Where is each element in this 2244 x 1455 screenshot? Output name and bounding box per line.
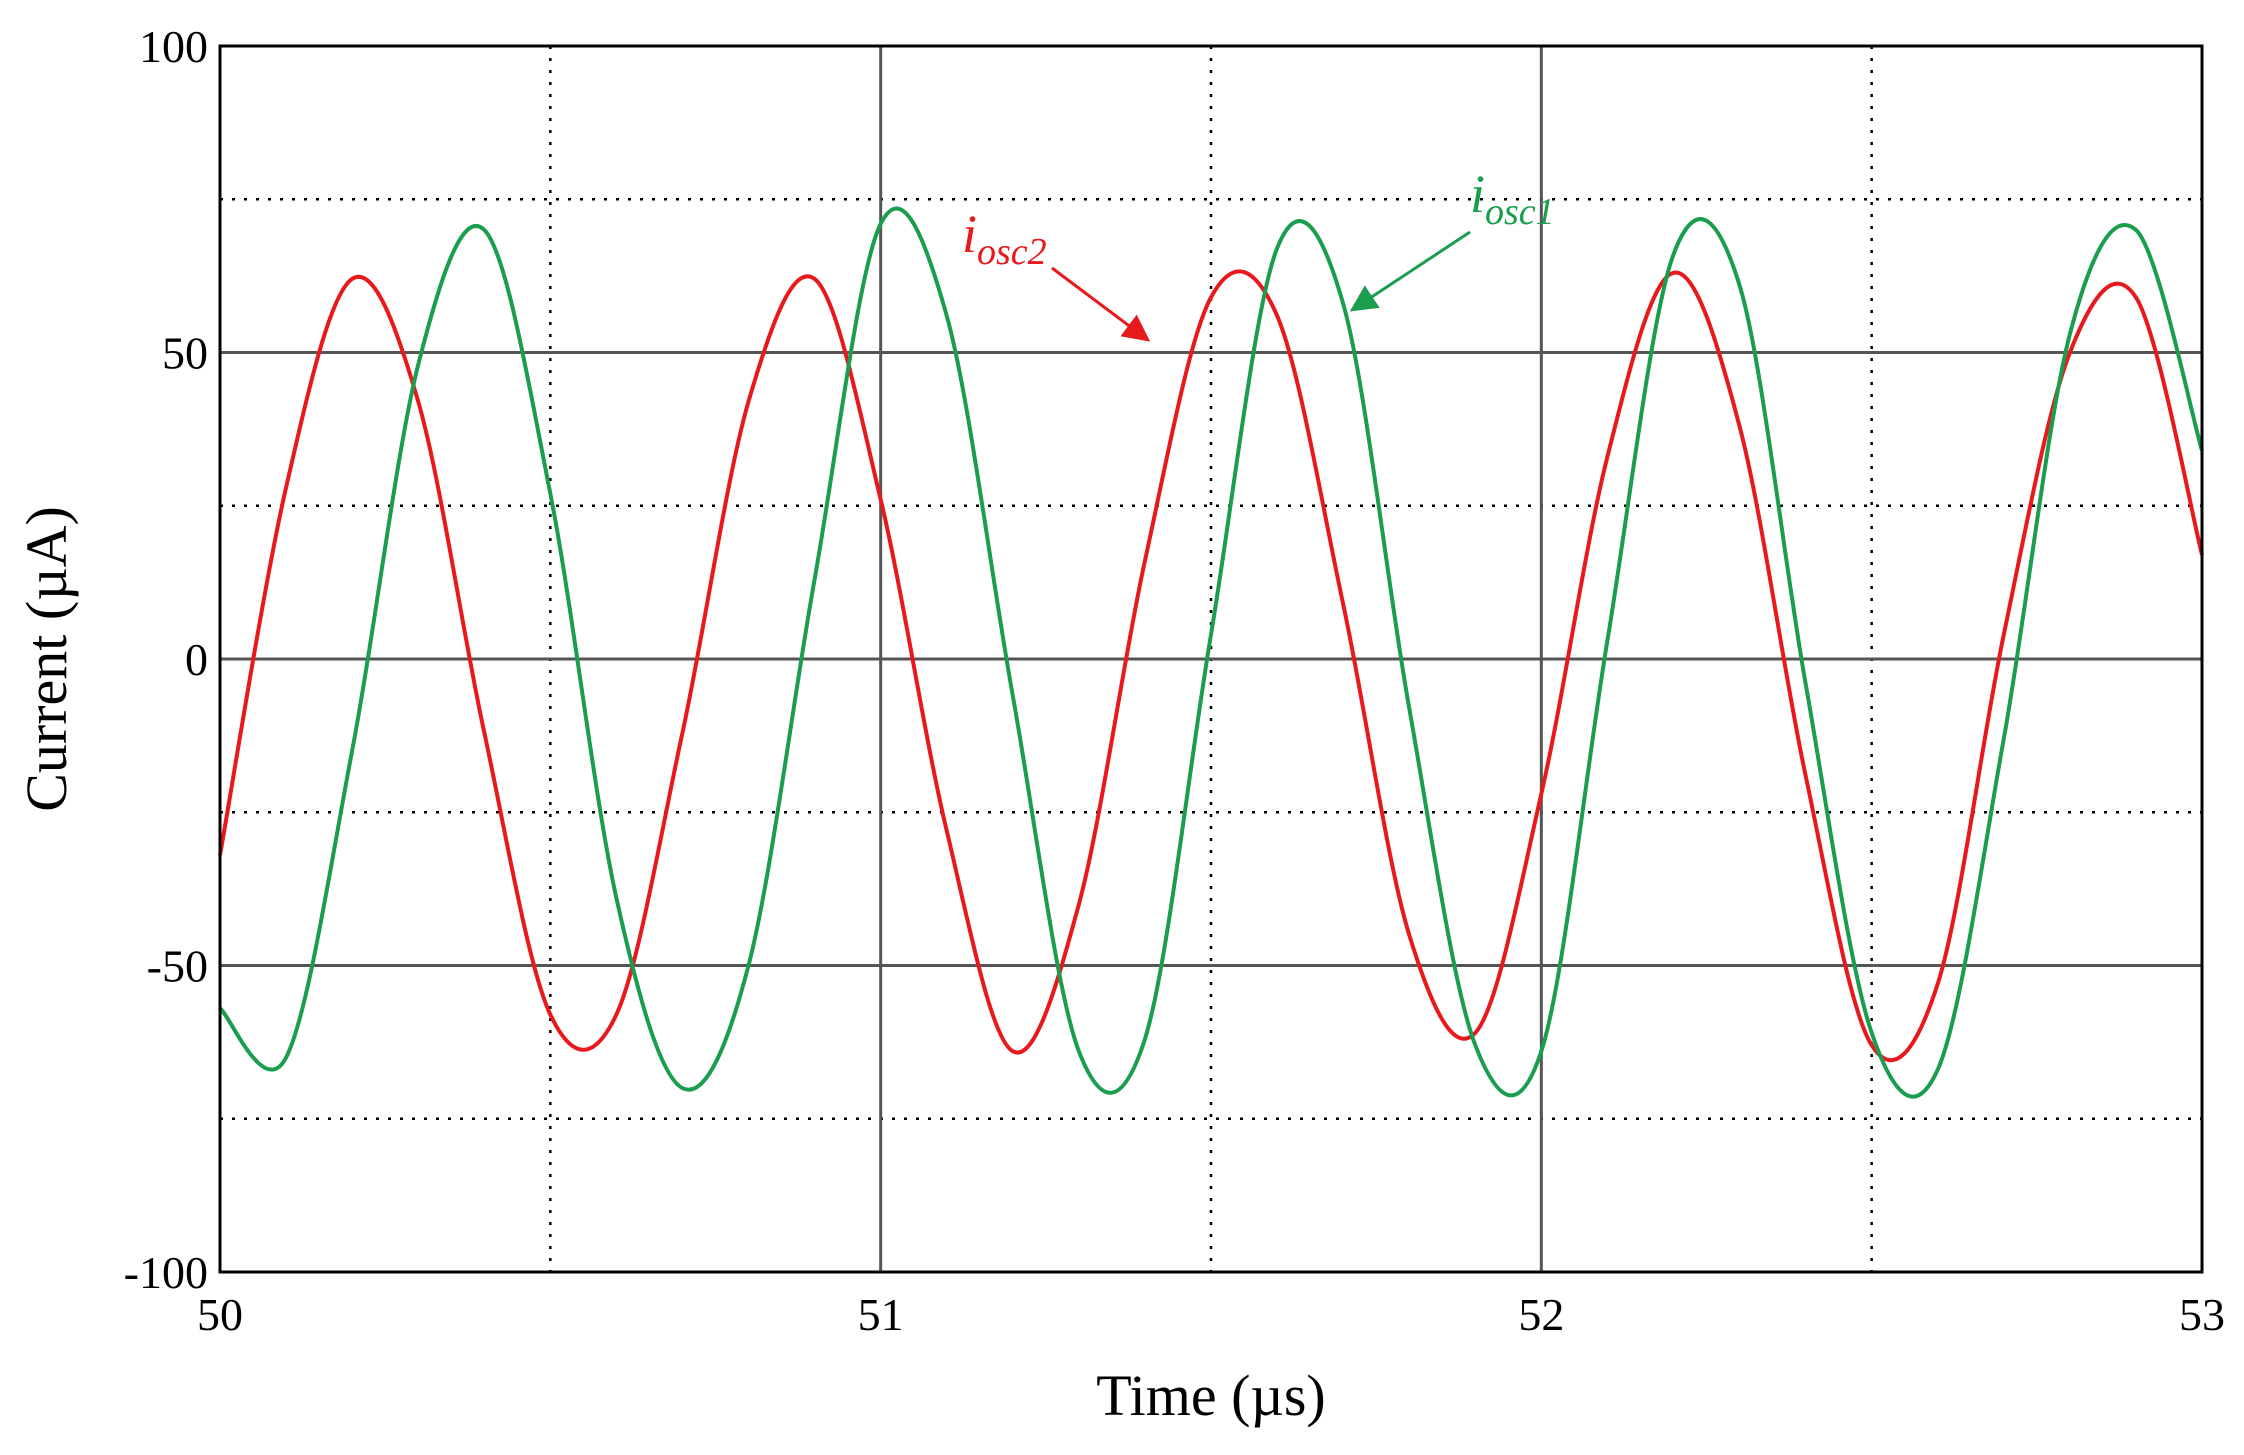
annotation-arrow-osc1 [1349, 230, 1471, 312]
x-tick-label: 50 [197, 1289, 243, 1340]
plot-frame [218, 44, 2204, 1274]
series-layer [218, 206, 2204, 1099]
series-annotations: iosc2 iosc1 [962, 164, 1555, 342]
y-tick-label: 0 [185, 634, 208, 685]
series-label-osc1: iosc1 [1470, 164, 1555, 233]
annotation-arrow-osc2 [1051, 266, 1151, 342]
x-axis-title: Time (µs) [1096, 1363, 1325, 1428]
major-grid [220, 46, 2202, 1272]
y-tick-label: -100 [124, 1247, 208, 1298]
y-tick-label: -50 [147, 941, 208, 992]
series-line-osc1 [218, 206, 2204, 1099]
x-tick-label: 51 [858, 1289, 904, 1340]
x-tick-label: 52 [1518, 1289, 1564, 1340]
y-tick-label: 100 [139, 21, 208, 72]
tick-labels: 50 51 52 53 100 50 0 -50 -100 [124, 21, 2225, 1340]
series-label-osc2: iosc2 [962, 204, 1047, 273]
x-tick-label: 53 [2179, 1289, 2225, 1340]
y-tick-label: 50 [162, 328, 208, 379]
y-axis-title: Current (µA) [14, 506, 79, 812]
series-line-osc2 [218, 269, 2204, 1063]
